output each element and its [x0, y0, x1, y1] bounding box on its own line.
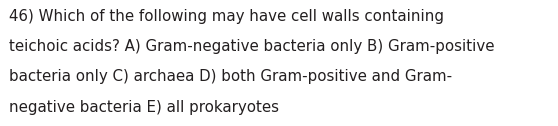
Text: negative bacteria E) all prokaryotes: negative bacteria E) all prokaryotes — [9, 100, 279, 115]
Text: 46) Which of the following may have cell walls containing: 46) Which of the following may have cell… — [9, 9, 444, 24]
Text: bacteria only C) archaea D) both Gram-positive and Gram-: bacteria only C) archaea D) both Gram-po… — [9, 69, 452, 84]
Text: teichoic acids? A) Gram-negative bacteria only B) Gram-positive: teichoic acids? A) Gram-negative bacteri… — [9, 39, 494, 54]
